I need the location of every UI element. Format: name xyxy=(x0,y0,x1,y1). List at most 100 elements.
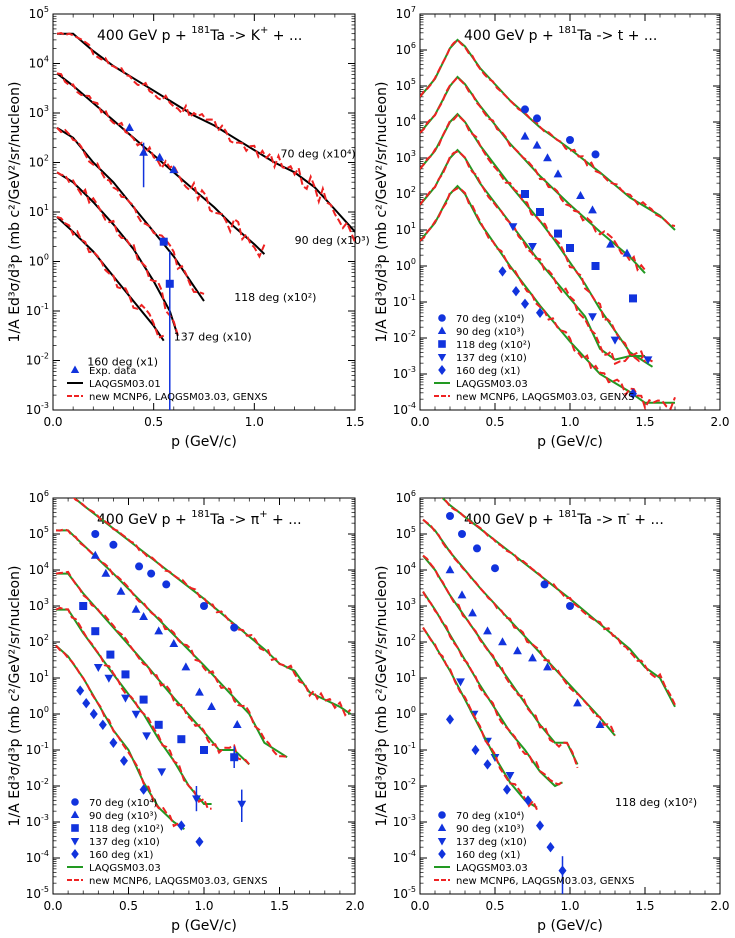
marker-square xyxy=(566,244,574,252)
marker-triangle-down xyxy=(121,694,130,703)
marker-triangle-up xyxy=(154,626,164,635)
marker-triangle-down xyxy=(142,732,152,741)
marker-circle xyxy=(540,580,549,589)
marker-circle xyxy=(591,150,600,159)
marker-triangle-up xyxy=(576,191,585,199)
marker-circle xyxy=(200,602,208,610)
y-tick-label: 10-3 xyxy=(393,365,416,381)
y-tick-label: 104 xyxy=(29,561,49,577)
marker-diamond xyxy=(498,266,507,277)
marker-triangle-up xyxy=(155,152,165,161)
series-label: 90 deg (x10³) xyxy=(295,234,370,247)
data-layer xyxy=(420,38,676,410)
series-line-mcnp6 xyxy=(420,113,653,363)
marker-triangle-up xyxy=(207,702,216,710)
x-tick-label: 0.0 xyxy=(43,899,62,913)
marker-diamond xyxy=(82,698,91,709)
marker-square xyxy=(591,262,600,270)
marker-square xyxy=(521,190,529,198)
series-line-mcnp6 xyxy=(420,75,646,272)
marker-triangle-up xyxy=(131,604,141,613)
y-tick-label: 10-3 xyxy=(393,813,416,829)
marker-triangle-up xyxy=(70,365,80,374)
x-tick-label: 0.5 xyxy=(485,899,504,913)
x-tick-label: 1.5 xyxy=(635,415,654,429)
marker-triangle-up xyxy=(532,140,542,149)
marker-square xyxy=(139,695,148,704)
series-label: 118 deg (x10²) xyxy=(234,291,316,304)
marker-triangle-down xyxy=(437,353,447,362)
marker-triangle-up xyxy=(595,720,605,728)
legend-label: 160 deg (x1) xyxy=(89,850,153,861)
marker-triangle-up xyxy=(520,131,530,140)
y-tick-label: 106 xyxy=(29,489,49,505)
marker-triangle-down xyxy=(505,772,515,780)
marker-diamond xyxy=(524,795,532,806)
marker-triangle-up xyxy=(125,123,134,132)
marker-diamond xyxy=(119,755,128,766)
series-line-laqgsm xyxy=(56,608,212,805)
y-tick-label: 103 xyxy=(29,104,49,120)
legend-label: new MCNP6, LAQGSM03.03, GENXS xyxy=(456,392,634,403)
y-axis-label: 1/A Ed³σ/d³p (mb c²/GeV²/sr/nucleon) xyxy=(374,82,390,343)
marker-triangle-up xyxy=(437,823,447,832)
marker-triangle-up xyxy=(606,239,615,248)
y-tick-label: 101 xyxy=(396,669,416,685)
marker-triangle-up xyxy=(483,626,492,635)
series-line-mcnp6 xyxy=(420,187,676,410)
y-tick-label: 10-2 xyxy=(26,352,49,368)
y-tick-label: 105 xyxy=(396,525,416,541)
legend-label: new MCNP6, LAQGSM03.03, GENXS xyxy=(89,876,267,887)
y-tick-label: 100 xyxy=(29,705,49,721)
marker-triangle-up xyxy=(528,653,537,662)
marker-triangle-up xyxy=(232,720,242,728)
marker-triangle-up xyxy=(437,326,447,335)
marker-triangle-up xyxy=(498,637,507,646)
marker-diamond xyxy=(483,759,492,770)
y-tick-label: 101 xyxy=(29,203,49,219)
series-line-mcnp6 xyxy=(420,38,676,227)
y-tick-label: 106 xyxy=(396,41,416,57)
series-line-mcnp6 xyxy=(422,554,579,769)
legend: 70 deg (x10⁴) 90 deg (x10³) 137 deg (x10) 1… xyxy=(434,811,634,887)
x-tick-label: 1.0 xyxy=(245,415,264,429)
marker-circle xyxy=(473,544,481,553)
legend-label: 137 deg (x10) xyxy=(89,837,160,848)
legend-label: 160 deg (x1) xyxy=(456,366,520,377)
x-tick-label: 0.0 xyxy=(410,415,429,429)
x-tick-label: 0.5 xyxy=(485,415,504,429)
series-line-laqgsm xyxy=(56,126,205,302)
chart-title: 400 GeV p + 181Ta -> t + ... xyxy=(464,25,657,44)
marker-triangle-up xyxy=(70,810,80,819)
marker-triangle-down xyxy=(588,313,597,322)
marker-diamond xyxy=(471,744,480,756)
marker-diamond xyxy=(629,388,637,399)
y-tick-label: 106 xyxy=(396,489,416,505)
y-tick-label: 10-1 xyxy=(26,302,49,318)
marker-triangle-up xyxy=(588,205,597,214)
marker-diamond xyxy=(536,820,544,831)
series-line-laqgsm xyxy=(420,38,676,231)
series-label: 160 deg (x1) xyxy=(87,355,158,368)
legend-label: 90 deg (x10³) xyxy=(89,811,157,822)
legend: 70 deg (x10⁴) 90 deg (x10³) 118 deg (x10²)… xyxy=(67,798,267,887)
series-line-mcnp6 xyxy=(422,518,616,736)
y-tick-label: 100 xyxy=(396,257,416,273)
marker-circle xyxy=(438,314,446,322)
marker-triangle-down xyxy=(70,837,80,846)
marker-triangle-down xyxy=(528,243,537,251)
marker-triangle-up xyxy=(116,586,126,595)
marker-square xyxy=(106,650,115,659)
marker-square xyxy=(79,602,88,610)
y-tick-label: 103 xyxy=(396,597,416,613)
legend-label: 118 deg (x10²) xyxy=(456,340,531,351)
series-line-mcnp6 xyxy=(440,498,676,706)
marker-circle xyxy=(438,811,446,819)
marker-circle xyxy=(458,530,466,538)
y-tick-label: 10-2 xyxy=(393,777,416,793)
chart-panel-2: 10-410-310-210-1100101102103104105106107… xyxy=(374,5,730,450)
legend-label: 90 deg (x10³) xyxy=(456,824,524,835)
y-tick-label: 10-2 xyxy=(26,777,49,793)
chart-panel-3: 10-510-410-310-210-110010110210310410510… xyxy=(7,489,365,934)
